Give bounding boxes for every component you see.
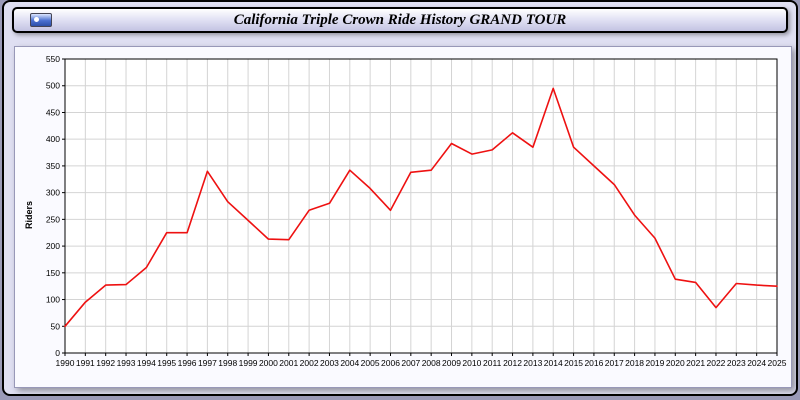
x-tick-label: 1998	[218, 358, 237, 368]
x-tick-label: 2013	[523, 358, 542, 368]
x-tick-label: 1994	[137, 358, 156, 368]
x-tick-label: 2005	[361, 358, 380, 368]
y-tick-label: 400	[46, 134, 60, 144]
y-tick-label: 0	[55, 348, 60, 358]
x-tick-label: 2011	[483, 358, 502, 368]
x-tick-label: 2009	[442, 358, 461, 368]
x-tick-label: 2006	[381, 358, 400, 368]
x-tick-label: 1990	[56, 358, 75, 368]
x-tick-label: 2019	[645, 358, 664, 368]
x-tick-label: 2010	[462, 358, 481, 368]
x-tick-label: 2023	[727, 358, 746, 368]
x-tick-label: 2015	[564, 358, 583, 368]
x-tick-label: 2024	[747, 358, 766, 368]
x-tick-label: 2017	[605, 358, 624, 368]
x-tick-label: 2000	[259, 358, 278, 368]
x-tick-label: 2021	[686, 358, 705, 368]
y-tick-label: 350	[46, 161, 60, 171]
y-tick-label: 250	[46, 214, 60, 224]
california-flag-logo-icon	[30, 13, 52, 27]
x-tick-label: 2012	[503, 358, 522, 368]
y-tick-label: 500	[46, 81, 60, 91]
x-tick-label: 2001	[279, 358, 298, 368]
y-tick-label: 200	[46, 241, 60, 251]
x-tick-label: 1999	[239, 358, 258, 368]
y-tick-label: 550	[46, 54, 60, 64]
x-tick-label: 2014	[544, 358, 563, 368]
plot-area	[65, 59, 777, 353]
x-tick-label: 2007	[401, 358, 420, 368]
x-tick-label: 2004	[340, 358, 359, 368]
y-tick-label: 50	[51, 321, 61, 331]
x-tick-label: 2020	[666, 358, 685, 368]
x-tick-label: 2003	[320, 358, 339, 368]
page-title: California Triple Crown Ride History GRA…	[233, 11, 567, 28]
x-tick-label: 2002	[300, 358, 319, 368]
x-tick-label: 1996	[178, 358, 197, 368]
x-tick-label: 1991	[76, 358, 95, 368]
plot-border	[64, 58, 778, 354]
x-tick-label: 2008	[422, 358, 441, 368]
y-tick-label: 100	[46, 295, 60, 305]
x-tick-label: 2018	[625, 358, 644, 368]
y-axis-title: Riders	[24, 201, 34, 230]
y-tick-label: 450	[46, 107, 60, 117]
x-tick-label: 2022	[707, 358, 726, 368]
x-tick-label: 2025	[768, 358, 787, 368]
title-bar: California Triple Crown Ride History GRA…	[12, 7, 788, 33]
x-tick-label: 1993	[117, 358, 136, 368]
x-tick-label: 1992	[96, 358, 115, 368]
chart-panel: Riders 0 50 100 150 200 250 300 350 400 450 500 550…	[14, 46, 792, 388]
x-tick-label: 1997	[198, 358, 217, 368]
y-tick-label: 150	[46, 268, 60, 278]
x-tick-label: 2016	[584, 358, 603, 368]
x-tick-label: 1995	[157, 358, 176, 368]
riders-series-line	[64, 87, 778, 328]
y-tick-label: 300	[46, 188, 60, 198]
